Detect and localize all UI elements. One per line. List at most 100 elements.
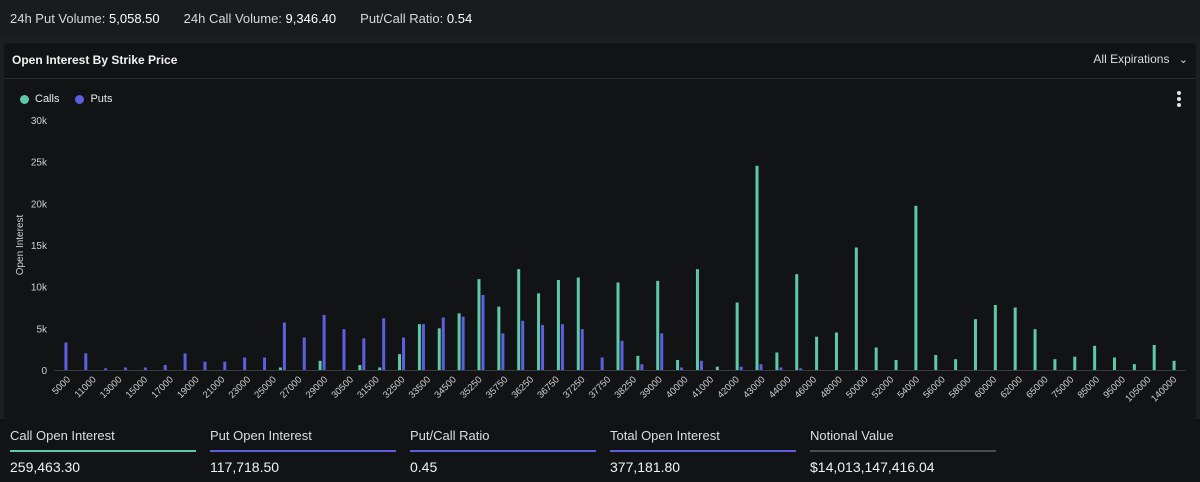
x-tick-label: 23000	[227, 374, 253, 400]
put-bar	[223, 361, 227, 370]
call-bar	[914, 205, 918, 370]
call-bar	[576, 277, 580, 370]
call-bar	[358, 365, 362, 370]
x-tick-label: 13000	[98, 374, 124, 400]
x-tick-label: 37250	[561, 374, 587, 400]
call-bar	[616, 282, 620, 370]
put-bar	[342, 329, 346, 370]
call-bar	[993, 305, 997, 370]
legend-item-calls[interactable]: Calls	[20, 93, 59, 105]
call-bar	[815, 336, 819, 370]
put-bar	[302, 337, 306, 370]
put-bar	[620, 340, 624, 370]
put-bar	[84, 353, 88, 370]
put-open-interest-metric: Put Open Interest 117,718.50	[210, 428, 396, 475]
x-tick-label: 50000	[844, 374, 870, 400]
metric-underline	[610, 450, 796, 452]
call-bar	[398, 354, 402, 370]
call-bar	[1013, 307, 1017, 370]
put-bar	[799, 368, 803, 370]
call-bar	[278, 367, 282, 370]
put-bar	[739, 366, 743, 370]
legend-calls-label: Calls	[35, 93, 60, 105]
expiration-dropdown[interactable]: All Expirations ⌄	[1093, 52, 1188, 66]
call-volume-stat: 24h Call Volume: 9,346.40	[184, 11, 337, 26]
x-tick-label: 56000	[921, 374, 947, 400]
put-bar	[441, 317, 445, 370]
put-bar	[699, 360, 703, 370]
x-tick-label: 65000	[1024, 374, 1050, 400]
call-bar	[1172, 360, 1176, 370]
y-tick-label: 15k	[31, 241, 48, 252]
metric-value: 377,181.80	[610, 459, 681, 475]
put-bar	[680, 367, 684, 370]
call-bar	[894, 360, 898, 370]
more-options-icon[interactable]	[1176, 91, 1182, 109]
x-tick-label: 37750	[587, 374, 613, 400]
call-bar	[1132, 364, 1136, 370]
legend-item-puts[interactable]: Puts	[75, 93, 112, 105]
metric-value: 259,463.30	[10, 459, 81, 475]
x-tick-label: 21000	[201, 374, 227, 400]
call-bar	[1152, 345, 1156, 370]
call-bar	[318, 360, 322, 370]
put-bar	[421, 324, 425, 370]
call-bar	[934, 355, 938, 370]
put-bar	[402, 337, 406, 370]
x-tick-label: 52000	[870, 374, 896, 400]
call-bar	[755, 165, 759, 370]
put-bar	[163, 365, 167, 370]
put-bar	[203, 361, 207, 370]
call-bar	[477, 279, 481, 370]
panel-header: Open Interest By Strike Price All Expira…	[4, 43, 1196, 79]
call-volume-value: 9,346.40	[285, 10, 337, 26]
metric-underline	[210, 450, 396, 452]
x-tick-label: 11000	[73, 374, 99, 400]
puts-dot-icon	[75, 94, 85, 104]
call-bar	[1093, 345, 1097, 370]
x-tick-label: 105000	[1123, 374, 1153, 404]
put-volume-label: 24h Put Volume:	[10, 10, 106, 26]
put-bar	[521, 320, 525, 370]
x-tick-label: 62000	[998, 374, 1024, 400]
x-tick-label: 34500	[432, 374, 458, 400]
x-tick-label: 27000	[278, 374, 304, 400]
metric-value: $14,013,147,416.04	[810, 459, 935, 475]
put-call-ratio-metric: Put/Call Ratio 0.45	[410, 428, 596, 475]
put-call-ratio-value: 0.54	[446, 10, 473, 26]
x-tick-label: 39000	[638, 374, 664, 400]
x-tick-label: 33500	[407, 374, 433, 400]
call-bar	[676, 360, 680, 370]
call-bar	[378, 367, 382, 370]
open-interest-panel: Open Interest By Strike Price All Expira…	[4, 43, 1196, 419]
calls-dot-icon	[20, 94, 29, 104]
x-tick-label: 40000	[664, 374, 690, 400]
y-tick-label: 20k	[31, 199, 48, 210]
put-bar	[322, 315, 326, 370]
call-bar	[457, 313, 461, 370]
put-volume-value: 5,058.50	[109, 10, 160, 26]
x-tick-label: 38250	[613, 374, 639, 400]
x-tick-label: 75000	[1050, 374, 1076, 400]
call-bar	[1053, 359, 1057, 370]
expiration-dropdown-label: All Expirations	[1093, 52, 1170, 66]
call-bar	[437, 328, 441, 370]
call-bar	[1112, 357, 1116, 370]
x-tick-label: 31500	[355, 374, 381, 400]
call-bar	[656, 280, 660, 370]
chevron-down-icon: ⌄	[1178, 54, 1188, 66]
notional-value-metric: Notional Value $14,013,147,416.04	[810, 428, 996, 475]
y-tick-label: 10k	[31, 283, 48, 294]
open-interest-chart: Open Interest 0 5k 10k 15k 20k 25k 30k 5000 11000…	[15, 116, 1186, 405]
x-tick-label: 17000	[149, 374, 175, 400]
call-bar	[775, 352, 779, 370]
put-bar	[560, 324, 564, 370]
call-bar	[854, 247, 858, 370]
call-bar	[537, 293, 541, 370]
put-bar	[580, 329, 584, 370]
call-bar	[1033, 329, 1037, 370]
metric-label: Total Open Interest	[610, 428, 720, 443]
put-volume-stat: 24h Put Volume: 5,058.50	[10, 11, 160, 26]
put-bar	[501, 333, 505, 370]
call-bar	[497, 306, 501, 370]
